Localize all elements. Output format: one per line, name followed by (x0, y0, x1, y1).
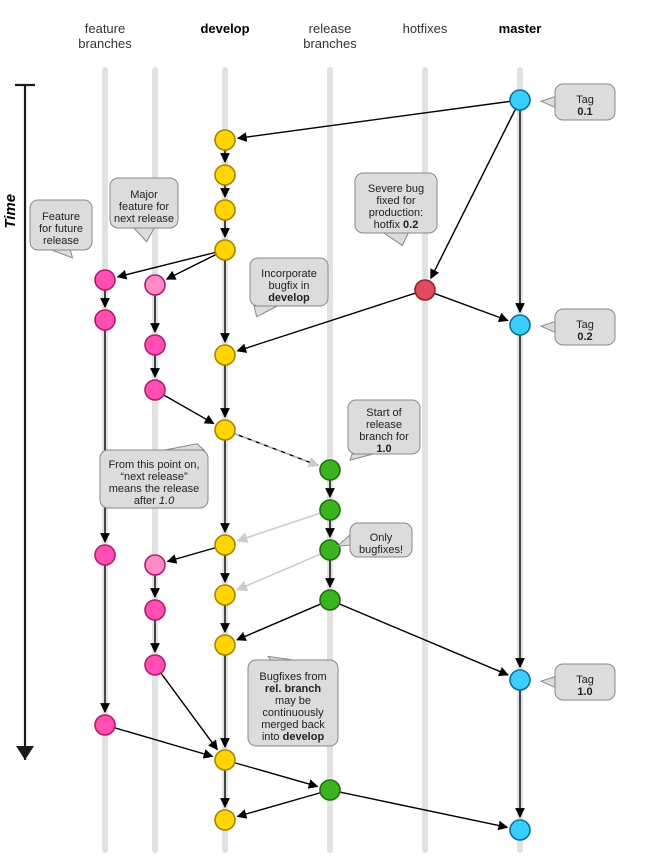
edge (161, 673, 217, 749)
svg-text:means the release: means the release (109, 483, 200, 495)
svg-text:develop: develop (268, 292, 310, 304)
edge (237, 793, 320, 817)
edge (237, 513, 320, 541)
commit-develop (215, 535, 235, 555)
lane-label-hotfix: hotfixes (403, 21, 448, 36)
svg-text:“next release”: “next release” (120, 471, 188, 483)
c-incorp: Incorporatebugfix indevelop (250, 258, 328, 317)
commit-develop (215, 750, 235, 770)
svg-text:Severe bug: Severe bug (368, 183, 424, 195)
svg-text:0.1: 0.1 (577, 106, 592, 118)
commit-feature (145, 655, 165, 675)
commit-release (320, 590, 340, 610)
lane-label-release: branches (303, 36, 357, 51)
edge (167, 548, 215, 562)
svg-text:branch for: branch for (359, 431, 409, 443)
svg-text:1.0: 1.0 (376, 443, 391, 455)
svg-text:for future: for future (39, 223, 83, 235)
commit-feature (95, 715, 115, 735)
commit-release (320, 460, 340, 480)
svg-text:Only: Only (370, 532, 393, 544)
c-tag10: Tag1.0 (541, 664, 615, 700)
svg-text:Major: Major (130, 189, 158, 201)
commit-develop (215, 345, 235, 365)
commit-release (320, 540, 340, 560)
c-tag01: Tag0.1 (541, 84, 615, 120)
edge (237, 604, 321, 640)
svg-text:bugfix in: bugfix in (269, 280, 310, 292)
commit-develop (215, 165, 235, 185)
lane-label-master: master (499, 21, 542, 36)
edge (238, 101, 510, 138)
svg-text:rel. branch: rel. branch (265, 683, 322, 695)
edge (118, 252, 216, 276)
commit-feature_light (145, 555, 165, 575)
lane-label-feature1: branches (78, 36, 132, 51)
c-major-feat: Majorfeature fornext release (110, 178, 178, 242)
commit-feature (145, 335, 165, 355)
svg-text:Tag: Tag (576, 94, 594, 106)
commit-feature (95, 310, 115, 330)
commit-develop (215, 200, 235, 220)
commit-release (320, 780, 340, 800)
c-from-point: From this point on,“next release”means t… (100, 444, 208, 508)
svg-text:may be: may be (275, 695, 311, 707)
commit-feature (145, 380, 165, 400)
lane-label-release: release (309, 21, 352, 36)
svg-text:fixed for: fixed for (376, 195, 415, 207)
svg-text:merged back: merged back (261, 719, 325, 731)
svg-text:Feature: Feature (42, 211, 80, 223)
commit-release (320, 500, 340, 520)
commit-feature (95, 270, 115, 290)
edge (235, 763, 318, 787)
commit-feature (145, 600, 165, 620)
time-label: Time (2, 194, 19, 229)
svg-text:production:: production: (369, 207, 423, 219)
commit-develop (215, 420, 235, 440)
commit-feature_light (145, 275, 165, 295)
svg-text:Start of: Start of (366, 407, 402, 419)
edge (115, 728, 213, 757)
svg-text:From this point on,: From this point on, (108, 459, 199, 471)
commit-feature (95, 545, 115, 565)
commit-develop (215, 240, 235, 260)
commit-master (510, 90, 530, 110)
svg-text:next release: next release (114, 213, 174, 225)
svg-text:into develop: into develop (262, 731, 325, 743)
svg-text:release: release (366, 419, 402, 431)
svg-text:feature for: feature for (119, 201, 169, 213)
commit-hotfix (415, 280, 435, 300)
c-tag02: Tag0.2 (541, 309, 615, 345)
lane-label-develop: develop (200, 21, 249, 36)
svg-text:after 1.0: after 1.0 (134, 495, 175, 507)
c-only-bug: Onlybugfixes! (337, 523, 412, 557)
c-cont-merge: Bugfixes fromrel. branchmay becontinuous… (248, 656, 338, 746)
lane-label-feature1: feature (85, 21, 125, 36)
commit-master (510, 670, 530, 690)
svg-text:release: release (43, 235, 79, 247)
svg-text:Tag: Tag (576, 319, 594, 331)
svg-text:bugfixes!: bugfixes! (359, 544, 403, 556)
edge (237, 554, 321, 590)
svg-text:Bugfixes from: Bugfixes from (259, 671, 326, 683)
svg-text:hotfix 0.2: hotfix 0.2 (374, 219, 419, 231)
edge (434, 293, 507, 320)
gitflow-diagram: featurebranchesdevelopreleasebrancheshot… (0, 0, 650, 861)
svg-text:1.0: 1.0 (577, 686, 592, 698)
svg-text:continuously: continuously (262, 707, 324, 719)
edge (164, 395, 214, 424)
svg-text:Tag: Tag (576, 674, 594, 686)
commit-master (510, 315, 530, 335)
commit-develop (215, 810, 235, 830)
svg-text:Incorporate: Incorporate (261, 268, 317, 280)
commit-master (510, 820, 530, 840)
commit-develop (215, 585, 235, 605)
commit-develop (215, 130, 235, 150)
c-start-rel: Start ofreleasebranch for1.0 (348, 400, 420, 460)
edge (431, 109, 516, 278)
commit-develop (215, 635, 235, 655)
svg-text:0.2: 0.2 (577, 331, 592, 343)
c-feat-future: Featurefor futurerelease (30, 200, 92, 258)
